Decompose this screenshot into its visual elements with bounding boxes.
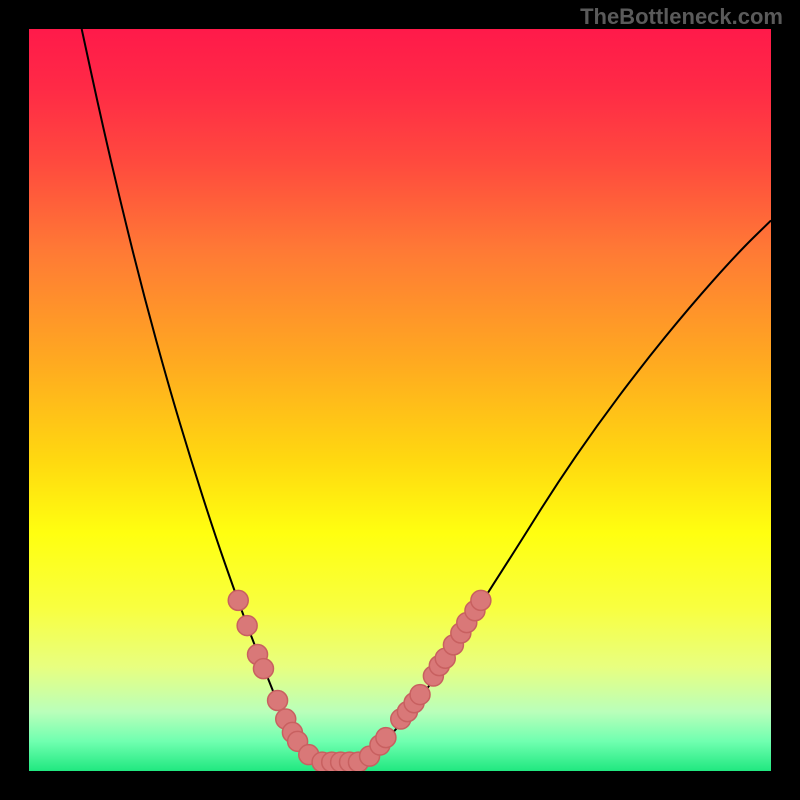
- data-marker: [237, 616, 257, 636]
- watermark-text: TheBottleneck.com: [580, 4, 783, 30]
- data-marker: [253, 659, 273, 679]
- data-marker: [268, 691, 288, 711]
- data-marker: [410, 685, 430, 705]
- data-marker: [471, 590, 491, 610]
- bottleneck-chart: TheBottleneck.com: [0, 0, 800, 800]
- data-marker: [376, 728, 396, 748]
- curve-layer: [29, 29, 771, 771]
- curve-right-branch: [361, 220, 771, 762]
- markers-group: [228, 590, 491, 771]
- curve-left-branch: [82, 29, 320, 762]
- plot-area: [29, 29, 771, 771]
- data-marker: [228, 590, 248, 610]
